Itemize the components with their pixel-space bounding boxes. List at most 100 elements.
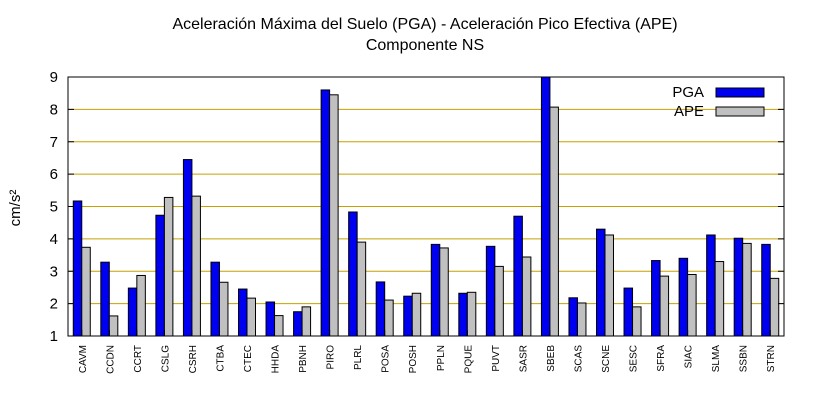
bar-pga-plrl	[348, 211, 358, 337]
bar-ape-ppln	[439, 247, 449, 337]
bar-ape-csrh	[191, 195, 201, 337]
y-tick-label: 8	[50, 101, 58, 118]
x-tick-label: CSLG	[160, 345, 171, 372]
bar-pga-sasr	[513, 215, 523, 337]
bar-pga-sesc	[623, 287, 634, 337]
y-tick-label: 3	[50, 263, 58, 280]
y-tick-label: 7	[50, 134, 58, 151]
y-tick-label: 1	[50, 328, 58, 345]
bar-pga-cslg	[155, 214, 165, 337]
bar-pga-ssbn	[733, 237, 744, 337]
x-tick-label: SSBN	[739, 345, 750, 372]
bar-pga-scas	[568, 297, 578, 337]
chart-subtitle: Componente NS	[365, 37, 485, 54]
legend-label-pga: PGA	[672, 84, 704, 101]
x-tick-label: CCRT	[133, 345, 144, 373]
x-tick-label: SLMA	[711, 345, 722, 373]
bar-ape-ssbn	[742, 242, 752, 337]
bar-ape-siac	[687, 273, 697, 337]
bar-ape-pbnh	[301, 306, 312, 337]
bar-ape-sbeb	[549, 106, 559, 337]
bars	[72, 76, 780, 337]
x-tick-label: STRN	[766, 345, 777, 372]
x-axis: CAVM CCDN CCRT CSLG CSRH CTBA CTEC HHDA PBNH PIRO…	[78, 330, 777, 374]
bar-ape-scas	[576, 302, 587, 337]
y-tick-label: 2	[50, 296, 58, 313]
bar-ape-cavm	[81, 246, 91, 337]
x-tick-label: SCNE	[601, 345, 612, 373]
y-tick-label: 9	[50, 69, 58, 86]
legend-swatch-pga	[715, 87, 765, 98]
x-tick-label: SBEB	[546, 345, 557, 372]
bar-pga-ppln	[430, 243, 441, 337]
bar-pga-ctba	[210, 261, 220, 337]
bar-pga-ccdn	[100, 261, 110, 337]
x-tick-label: CCDN	[105, 345, 116, 374]
bar-ape-plrl	[356, 241, 367, 337]
gridlines	[68, 108, 784, 305]
x-tick-label: PPLN	[436, 345, 447, 371]
x-tick-label: PLRL	[353, 345, 364, 370]
bar-ape-ctec	[246, 297, 256, 337]
x-tick-label: HHDA	[271, 345, 282, 374]
x-tick-label: SASR	[518, 345, 529, 372]
bar-ape-ctba	[218, 281, 229, 337]
bar-ape-posa	[384, 299, 394, 337]
x-tick-label: SIAC	[684, 345, 695, 368]
x-tick-label: PUVT	[491, 345, 502, 372]
bar-pga-pque	[458, 292, 468, 337]
y-tick-label: 6	[50, 166, 58, 183]
bar-ape-slma	[714, 261, 725, 337]
bar-pga-sfra	[651, 260, 661, 337]
bar-ape-piro	[329, 94, 339, 337]
bar-pga-ccrt	[127, 287, 138, 337]
y-tick-label: 5	[50, 199, 58, 216]
bar-pga-hhda	[265, 301, 276, 337]
bar-pga-piro	[320, 89, 331, 337]
bar-pga-scne	[596, 228, 606, 337]
legend: PGA APE	[672, 84, 765, 120]
x-tick-label: CTEC	[243, 345, 254, 372]
bar-pga-cavm	[72, 200, 83, 337]
x-tick-label: POSA	[381, 345, 392, 373]
bar-pga-pbnh	[293, 311, 303, 337]
bar-ape-sesc	[632, 306, 642, 337]
y-axis-label: cm/s²	[7, 190, 24, 227]
bar-ape-sfra	[659, 275, 670, 337]
x-tick-label: CAVM	[78, 345, 89, 373]
bar-ape-cslg	[163, 196, 174, 337]
bar-ape-puvt	[494, 265, 504, 337]
bar-pga-posa	[375, 281, 386, 337]
legend-swatch-ape	[715, 106, 765, 117]
bar-pga-sbeb	[540, 76, 551, 337]
x-tick-label: SESC	[629, 345, 640, 372]
x-tick-label: CSRH	[188, 345, 199, 373]
bar-ape-hhda	[274, 315, 284, 337]
chart-title-block: Aceleración Máxima del Suelo (PGA) - Ace…	[0, 14, 820, 56]
legend-label-ape: APE	[674, 103, 704, 120]
bar-ape-ccrt	[136, 274, 146, 337]
bar-ape-posh	[411, 292, 422, 337]
x-tick-label: POSH	[408, 345, 419, 373]
bar-pga-siac	[678, 257, 689, 337]
x-tick-label: CTBA	[215, 345, 226, 372]
bar-pga-ctec	[238, 288, 248, 337]
bar-pga-csrh	[182, 159, 193, 337]
y-axis: 1 2 3 4 5 6 7 8 9	[50, 69, 784, 345]
bar-ape-ccdn	[108, 315, 119, 337]
x-tick-label: PIRO	[326, 345, 337, 370]
x-tick-label: PQUE	[463, 345, 474, 374]
y-tick-label: 4	[50, 231, 58, 248]
bar-pga-posh	[403, 295, 413, 337]
bar-pga-slma	[706, 234, 716, 337]
x-tick-label: SCAS	[573, 345, 584, 373]
x-tick-label: SFRA	[656, 345, 667, 372]
bar-pga-strn	[761, 243, 771, 337]
x-tick-label: PBNH	[298, 345, 309, 373]
bar-ape-scne	[604, 234, 614, 337]
bar-pga-puvt	[485, 245, 496, 337]
bar-ape-pque	[466, 291, 477, 337]
chart-title: Aceleración Máxima del Suelo (PGA) - Ace…	[172, 16, 678, 33]
bar-ape-strn	[769, 277, 780, 337]
